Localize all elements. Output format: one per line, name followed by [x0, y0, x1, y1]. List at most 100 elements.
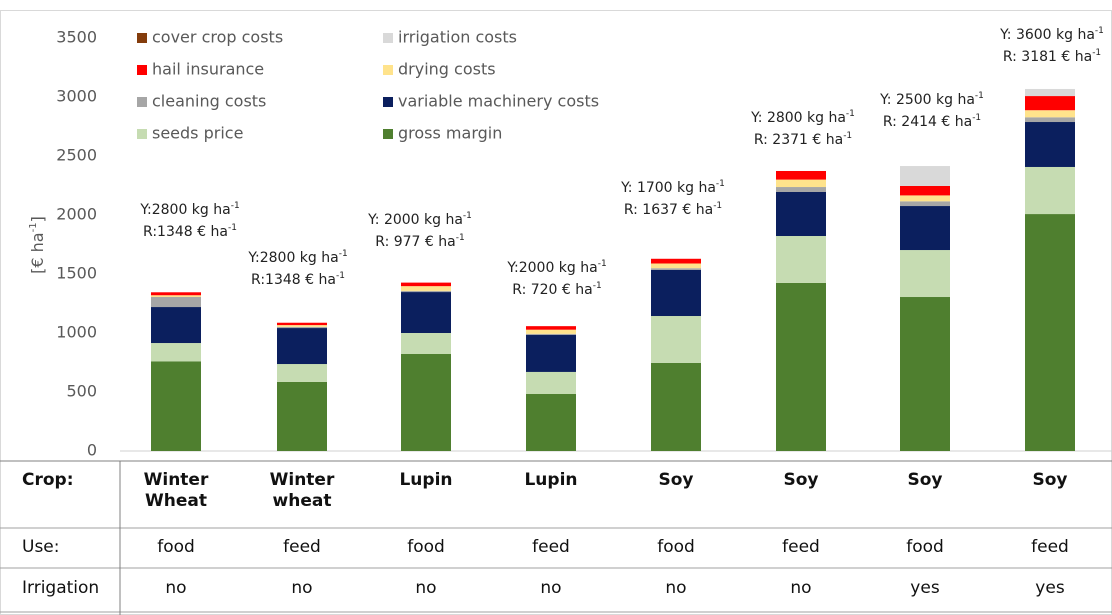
annotation-text: R: 977 € ha: [375, 234, 455, 250]
bar-segment: [1025, 122, 1075, 167]
table-cell: yes: [910, 578, 940, 598]
annotation-text: R: 3181 € ha: [1003, 49, 1092, 65]
y-tick-label: 1000: [56, 323, 97, 342]
annotation-text: R:1348 € ha: [251, 272, 336, 288]
annotation: R: 2414 € ha-1: [883, 113, 981, 131]
bar-segment: [277, 322, 327, 326]
y-tick-label: 2500: [56, 146, 97, 165]
legend-label: seeds price: [152, 124, 243, 143]
annotation: R: 2371 € ha-1: [754, 131, 852, 149]
bar-segment: [900, 297, 950, 451]
bar-segment: [401, 286, 451, 291]
annotation: R: 1637 € ha-1: [624, 201, 722, 219]
annotation-text: R: 720 € ha: [512, 282, 592, 298]
y-tick-label: 1500: [56, 264, 97, 283]
annotation-sup: -1: [975, 91, 984, 101]
legend-label: variable machinery costs: [398, 92, 599, 111]
table-row-label: Use:: [22, 537, 60, 557]
table-cell: food: [657, 537, 695, 557]
table-cell: yes: [1035, 578, 1065, 598]
annotation-sup: -1: [972, 113, 981, 123]
table-cell: Soy: [1032, 470, 1068, 490]
bar-segment: [526, 329, 576, 334]
table-cell: Lupin: [399, 470, 453, 490]
bar-segment: [526, 333, 576, 336]
bar-segment: [401, 354, 451, 451]
annotation: Y: 2000 kg ha-1: [367, 211, 472, 229]
bar-segment: [277, 328, 327, 365]
bar-segment: [900, 206, 950, 251]
table-cell: feed: [532, 537, 570, 557]
annotation-sup: -1: [456, 233, 465, 243]
y-label-end: ]: [28, 216, 47, 222]
bar-segment: [401, 290, 451, 293]
table-cell: feed: [782, 537, 820, 557]
legend-label: hail insurance: [152, 60, 264, 79]
bar-segment: [900, 166, 950, 186]
legend-swatch: [383, 129, 393, 139]
annotation-sup: -1: [1092, 48, 1101, 58]
table-cell: feed: [283, 537, 321, 557]
bar-segment: [277, 325, 327, 327]
table-cell: no: [415, 578, 437, 598]
annotation-text: Y:2800 kg ha: [139, 202, 230, 218]
bar-segment: [277, 326, 327, 329]
bar-segment: [1025, 117, 1075, 123]
bar-segment: [151, 297, 201, 308]
bar-segment: [776, 170, 826, 180]
annotation-sup: -1: [593, 281, 602, 291]
annotation-sup: -1: [339, 249, 348, 259]
annotation: Y: 2800 kg ha-1: [750, 109, 855, 127]
annotation-text: Y:2000 kg ha: [506, 260, 597, 276]
bar-segment: [651, 258, 701, 264]
table-row-label: Irrigation: [22, 578, 100, 598]
annotation: Y:2800 kg ha-1: [247, 249, 347, 267]
bar-segment: [151, 307, 201, 344]
bar-segment: [526, 394, 576, 451]
bar-segment: [900, 201, 950, 207]
bar-segment: [651, 263, 701, 269]
bar-segment: [401, 292, 451, 333]
annotation: Y:2800 kg ha-1: [139, 201, 239, 219]
bar-segment: [651, 269, 701, 317]
annotation: R: 3181 € ha-1: [1003, 48, 1101, 66]
table-cell: no: [665, 578, 687, 598]
bar-segment: [401, 282, 451, 287]
bar-segment: [1025, 96, 1075, 111]
annotation: Y: 1700 kg ha-1: [620, 179, 725, 197]
table-cell: Soy: [783, 470, 819, 490]
y-label-text: [€ ha: [28, 232, 47, 273]
y-tick-label: 500: [66, 382, 97, 401]
annotation: R:1348 € ha-1: [143, 223, 237, 241]
bar-segment: [401, 333, 451, 355]
annotation-text: Y: 1700 kg ha: [620, 180, 716, 196]
annotation-sup: -1: [843, 131, 852, 141]
bar-segment: [900, 185, 950, 196]
bar-segment: [776, 179, 826, 188]
legend-swatch: [137, 97, 147, 107]
bar-segment: [776, 191, 826, 237]
annotation-sup: -1: [598, 259, 607, 269]
table-cell: Lupin: [524, 470, 578, 490]
bar-segment: [776, 187, 826, 192]
bar-segment: [151, 292, 201, 296]
bar-segment: [151, 343, 201, 362]
legend-swatch: [383, 33, 393, 43]
legend-swatch: [383, 97, 393, 107]
bar-segment: [151, 361, 201, 451]
annotation-text: R:1348 € ha: [143, 224, 228, 240]
annotation-text: Y: 3600 kg ha: [999, 27, 1095, 43]
table-cell: Soy: [907, 470, 943, 490]
bar-segment: [277, 364, 327, 382]
y-tick-label: 3500: [56, 28, 97, 47]
annotation-text: R: 1637 € ha: [624, 202, 713, 218]
bar-segment: [277, 381, 327, 451]
legend-swatch: [137, 65, 147, 75]
annotation: R: 720 € ha-1: [512, 281, 601, 299]
y-label-sup: -1: [28, 222, 39, 232]
bar-segment: [776, 236, 826, 283]
annotation-text: Y: 2500 kg ha: [879, 92, 975, 108]
bar-segment: [1025, 214, 1075, 451]
